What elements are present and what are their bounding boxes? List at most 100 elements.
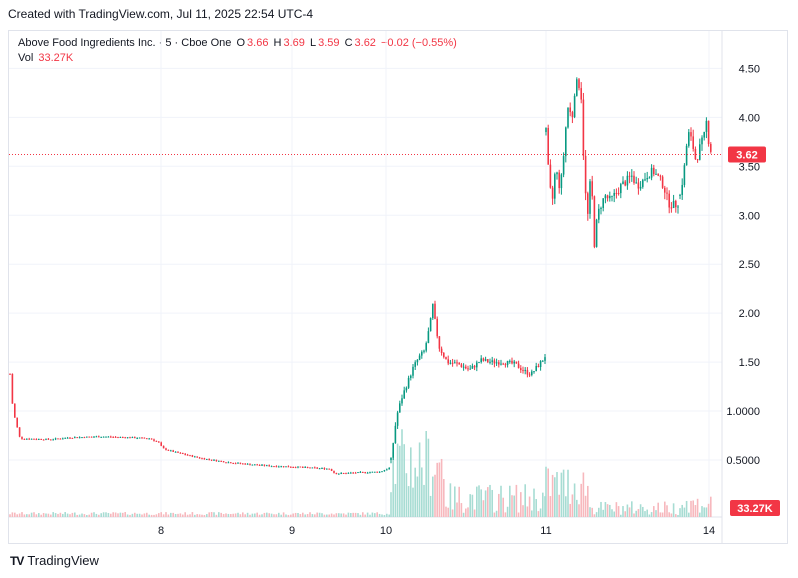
candle-body — [30, 438, 33, 440]
candle-body — [292, 467, 294, 469]
volume-bar — [14, 512, 16, 517]
candle-body — [215, 459, 218, 462]
volume-bar — [69, 514, 71, 517]
candle-body — [278, 466, 280, 468]
candle-body — [302, 466, 304, 468]
candle-body — [134, 437, 136, 439]
candle-body — [364, 472, 366, 474]
volume-bar — [491, 489, 493, 517]
candle-body — [114, 436, 117, 438]
volume-bar — [232, 513, 234, 517]
candle-body — [146, 438, 148, 440]
volume-bar — [90, 512, 93, 517]
volume-bar — [170, 512, 172, 517]
tradingview-brand[interactable]: TV TradingView — [10, 553, 99, 568]
candle-body — [547, 127, 549, 165]
volume-bar — [615, 502, 618, 517]
volume-bar — [263, 512, 266, 517]
volume-bar — [659, 512, 662, 517]
volume-bar — [153, 514, 155, 517]
volume-bar — [403, 444, 405, 517]
volume-bar — [126, 514, 129, 517]
candle-body — [354, 472, 357, 474]
candle-body — [57, 438, 59, 440]
volume-bar — [16, 514, 18, 517]
candle-body — [177, 451, 179, 453]
candle-body — [239, 462, 242, 464]
volume-bar — [326, 514, 328, 517]
volume-bar — [502, 497, 504, 517]
candle-body — [454, 362, 456, 364]
candle-body — [78, 437, 81, 439]
candle-body — [595, 219, 598, 247]
candle-body — [196, 456, 198, 458]
candle-body — [664, 187, 666, 193]
volume-bar — [383, 514, 386, 517]
volume-bar — [637, 509, 640, 517]
candle-body — [95, 436, 98, 438]
volume-bar — [258, 514, 261, 517]
candle-body — [644, 179, 646, 181]
volume-bar — [500, 485, 502, 517]
volume-bar — [239, 514, 242, 517]
candle-body — [467, 368, 469, 370]
candle-body — [653, 167, 655, 175]
volume-bar — [174, 513, 177, 517]
candle-body — [189, 455, 191, 457]
volume-bar — [18, 513, 21, 517]
volume-bar — [539, 508, 542, 517]
volume-bar — [141, 514, 143, 517]
candle-body — [225, 462, 227, 464]
candle-body — [445, 357, 447, 360]
candle-body — [153, 439, 155, 441]
candle-body — [110, 436, 112, 438]
candle-body — [591, 181, 593, 197]
candle-body — [74, 437, 76, 439]
legend-symbol[interactable]: Above Food Ingredients Inc. · 5 · Cboe O… — [18, 37, 232, 49]
volume-bar — [362, 512, 364, 517]
candle-body — [52, 439, 54, 441]
candle-body — [318, 468, 321, 470]
volume-bar — [517, 512, 520, 517]
volume-bar — [578, 504, 580, 517]
candle-body — [42, 439, 45, 441]
candle-body — [237, 462, 239, 464]
candle-body — [18, 427, 21, 437]
volume-bar — [567, 469, 569, 517]
candle-body — [83, 437, 86, 439]
volume-bar — [405, 473, 408, 517]
volume-bar — [449, 483, 452, 517]
volume-bar — [162, 514, 165, 517]
candle-body — [326, 468, 328, 470]
volume-bar — [416, 476, 419, 517]
volume-bar — [105, 512, 107, 517]
candle-body — [560, 174, 563, 189]
volume-bar — [688, 512, 690, 517]
candle-body — [62, 438, 64, 440]
candle-body — [584, 155, 587, 194]
chart-caption: Created with TradingView.com, Jul 11, 20… — [8, 7, 314, 21]
volume-bar — [565, 496, 567, 517]
volume-bar — [493, 512, 496, 517]
volume-bar — [556, 472, 558, 517]
volume-bar — [554, 477, 556, 517]
volume-bar — [664, 501, 666, 517]
volume-bar — [330, 513, 333, 517]
candle-body — [421, 351, 423, 356]
candle-body — [456, 362, 458, 364]
volume-bar — [350, 513, 352, 517]
volume-bar — [376, 512, 378, 517]
candle-body — [549, 164, 552, 188]
legend-close: 3.62 — [354, 37, 376, 49]
candle-body — [427, 331, 430, 344]
candle-body — [469, 368, 471, 370]
chart-frame — [8, 30, 788, 544]
candle-body — [342, 473, 345, 475]
volume-bar — [340, 513, 342, 517]
candle-body — [88, 436, 90, 438]
volume-bar — [318, 512, 321, 517]
candle-body — [449, 362, 452, 364]
volume-bar — [266, 512, 268, 517]
candle-body — [218, 460, 220, 462]
